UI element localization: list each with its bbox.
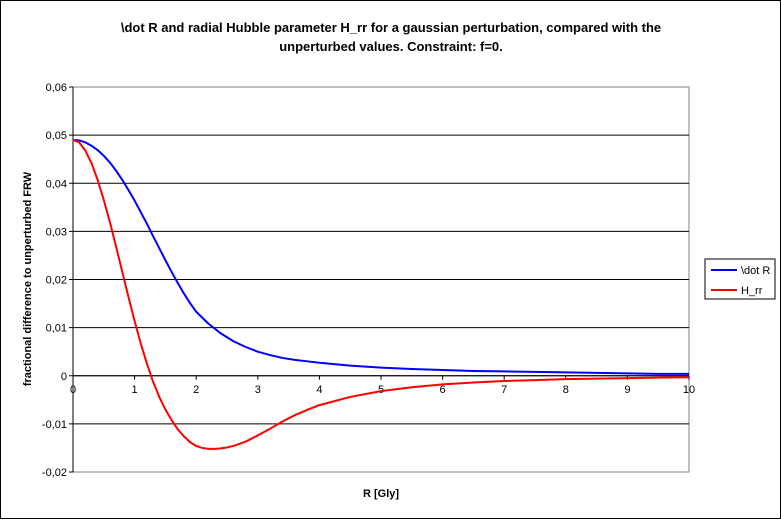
chart-title-line-2: unperturbed values. Constraint: f=0. — [279, 39, 503, 54]
x-tick-label: 0 — [70, 384, 76, 396]
legend-label-dot-r: \dot R — [741, 265, 770, 277]
y-tick-label: 0,02 — [46, 275, 67, 287]
legend-box — [704, 258, 776, 300]
x-tick-label: 5 — [378, 384, 384, 396]
x-tick-label: 2 — [193, 384, 199, 396]
series-line-h-rr — [72, 139, 690, 450]
x-tick-label: 1 — [132, 384, 138, 396]
x-tick-label: 10 — [683, 384, 695, 396]
x-tick-label: 6 — [440, 384, 446, 396]
legend: \dot R H_rr — [704, 258, 776, 300]
y-tick-label: -0,01 — [42, 419, 67, 431]
y-axis-title: fractional difference to unperturbed FRW — [22, 171, 34, 386]
y-tick-label: 0 — [61, 371, 67, 383]
x-axis-title: R [Gly] — [363, 488, 399, 500]
y-tick-label: 0,01 — [46, 323, 67, 335]
x-tick-labels: 0 1 2 3 4 5 6 7 8 9 10 — [70, 375, 695, 396]
x-tick-label: 4 — [316, 384, 322, 396]
series-lines — [72, 138, 690, 450]
x-tick-label: 7 — [501, 384, 507, 396]
chart-title-line-1: \dot R and radial Hubble parameter H_rr … — [121, 20, 661, 35]
y-tick-labels: -0,02 -0,01 0 0,01 0,02 0,03 0,04 0,05 0,06 — [42, 82, 73, 479]
y-tick-label: 0,06 — [46, 82, 67, 94]
y-tick-label: 0,03 — [46, 226, 67, 238]
x-tick-label: 3 — [255, 384, 261, 396]
y-tick-label: -0,02 — [42, 467, 67, 479]
x-tick-label: 9 — [624, 384, 630, 396]
y-tick-label: 0,05 — [46, 130, 67, 142]
y-tick-label: 0,04 — [46, 178, 67, 190]
series-line-dot-r — [72, 138, 689, 375]
x-tick-label: 8 — [563, 384, 569, 396]
legend-label-h-rr: H_rr — [741, 285, 763, 297]
